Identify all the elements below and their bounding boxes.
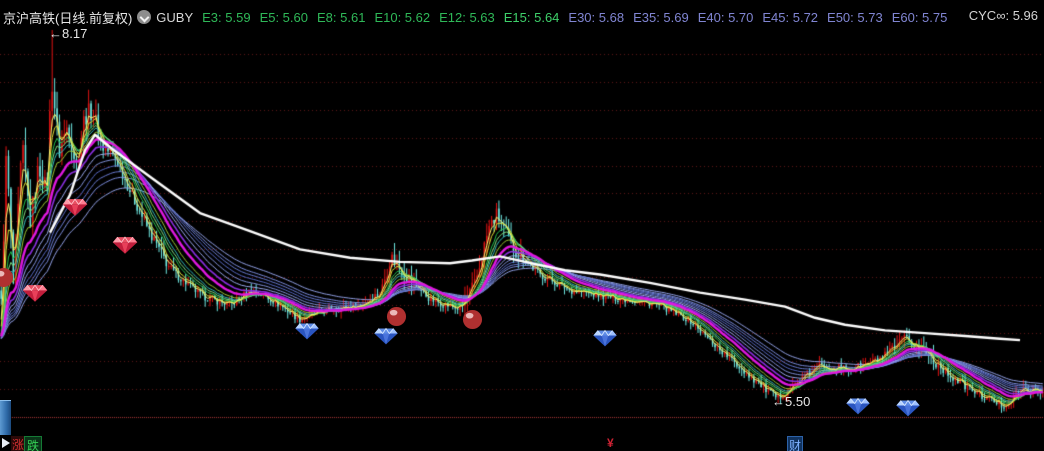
ema-value-label: E50: 5.73 [827, 9, 883, 25]
money-icon[interactable]: ¥ [607, 436, 614, 450]
cyc-value-label: CYC∞: 5.96 [968, 8, 1038, 23]
bottom-status-bar: 涨 跌 ¥ 财 [0, 435, 1044, 451]
ema-value-label: E35: 5.69 [633, 9, 689, 25]
low-price-annotation: ←5.50 [772, 394, 811, 409]
rise-label[interactable]: 涨 [11, 436, 26, 451]
ema-value-label: E5: 5.60 [259, 9, 308, 25]
high-price-annotation: ←8.17 [49, 26, 88, 41]
ema-value-label: E3: 5.59 [202, 9, 251, 25]
ema-value-label: E10: 5.62 [374, 9, 431, 25]
finance-label[interactable]: 财 [787, 436, 804, 451]
indicator-name: GUBY [156, 9, 194, 25]
ema-value-label: E8: 5.61 [317, 9, 366, 25]
ema-value-label: E40: 5.70 [697, 9, 754, 25]
ema-value-label: E12: 5.63 [439, 9, 495, 25]
play-arrow-icon[interactable] [2, 438, 10, 448]
chevron-down-icon[interactable] [137, 10, 152, 24]
ema-readout: E3: 5.59 E5: 5.60 E8: 5.61 E10: 5.62 E12: 5.… [202, 10, 956, 25]
fall-label[interactable]: 跌 [24, 436, 43, 451]
scrollbar-thumb[interactable] [0, 400, 11, 436]
ema-value-label: E45: 5.72 [762, 9, 819, 25]
ema-value-label: E15: 5.64 [503, 9, 560, 25]
stock-title: 京沪高铁(日线.前复权) [3, 10, 133, 26]
ema-value-label: E60: 5.75 [891, 9, 948, 25]
ema-value-label: E30: 5.68 [568, 9, 625, 25]
indicator-bar: 京沪高铁(日线.前复权) GUBY E3: 5.59 E5: 5.60 E8: 5.… [0, 8, 1044, 26]
